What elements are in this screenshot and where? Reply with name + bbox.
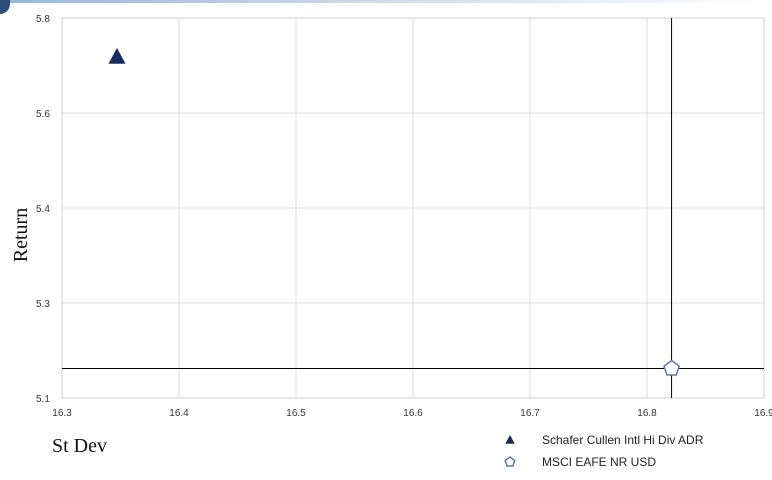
corner-decoration (0, 0, 10, 14)
reference-lines (62, 18, 764, 398)
y-axis-title: Return (10, 208, 32, 262)
grid-lines (61, 17, 765, 399)
x-tick-labels: 16.3 16.4 16.5 16.6 16.7 16.8 16.9 (52, 408, 772, 419)
plot-frame (61, 17, 765, 399)
x-tick-label: 16.9 (754, 408, 772, 419)
legend-triangle-icon (505, 435, 515, 444)
x-tick-label: 16.3 (52, 408, 72, 419)
y-tick-label: 5.4 (36, 204, 50, 215)
x-tick-label: 16.6 (403, 408, 423, 419)
y-tick-label: 5.3 (36, 299, 50, 310)
y-tick-label: 5.1 (36, 394, 50, 405)
data-points (108, 47, 681, 376)
x-tick-label: 16.5 (286, 408, 306, 419)
y-tick-labels: 5.1 5.3 5.4 5.6 5.8 (36, 14, 50, 405)
x-tick-label: 16.7 (520, 408, 540, 419)
data-point-pentagon (663, 359, 681, 376)
data-point-triangle (108, 47, 126, 64)
x-axis-title: St Dev (52, 435, 107, 457)
legend: Schafer Cullen Intl Hi Div ADR MSCI EAFE … (504, 433, 704, 469)
legend-pentagon-icon (504, 456, 516, 467)
legend-label: Schafer Cullen Intl Hi Div ADR (542, 433, 704, 447)
legend-label: MSCI EAFE NR USD (542, 455, 656, 469)
x-tick-label: 16.4 (169, 408, 189, 419)
y-tick-label: 5.6 (36, 109, 50, 120)
top-gradient-bar (10, 0, 772, 3)
x-tick-label: 16.8 (637, 408, 657, 419)
y-tick-label: 5.8 (36, 14, 50, 25)
